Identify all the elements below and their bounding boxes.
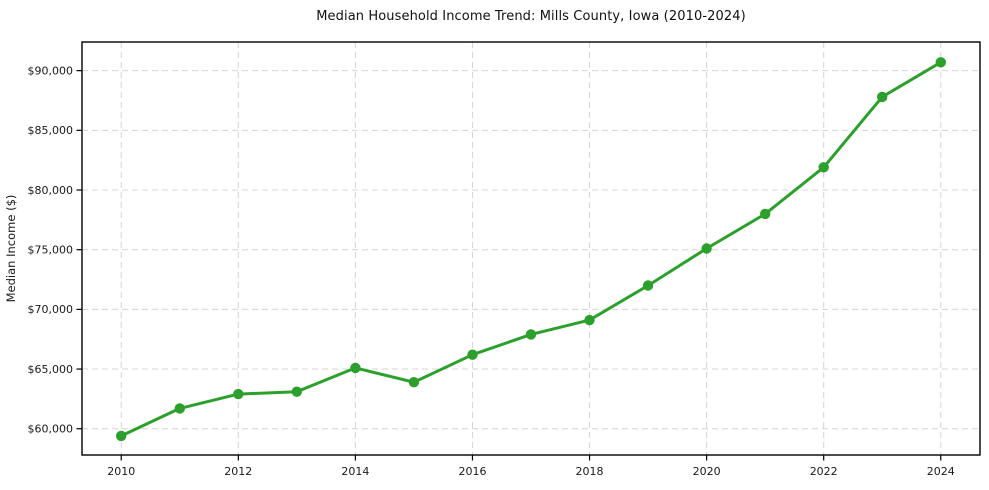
data-point-2012 (233, 388, 244, 400)
y-tick-label: $85,000 (28, 124, 74, 137)
data-point-2024 (935, 57, 946, 68)
x-tick-label: 2012 (224, 465, 252, 478)
data-point-2017 (525, 329, 537, 340)
series-line-median-household-income (119, 60, 943, 438)
data-point-2022 (818, 162, 829, 173)
data-point-2015 (408, 377, 420, 388)
x-tick-label: 2020 (693, 465, 721, 478)
data-point-2010 (116, 430, 127, 442)
y-tick-label: $80,000 (28, 184, 74, 197)
data-point-2018 (584, 314, 595, 326)
data-point-2013 (291, 386, 302, 397)
x-tick-label: 2016 (458, 465, 486, 478)
data-point-2023 (877, 91, 888, 103)
y-tick-label: $65,000 (28, 363, 74, 376)
x-tick-label: 2014 (341, 465, 369, 478)
data-point-2011 (174, 403, 185, 414)
data-point-2020 (701, 243, 712, 254)
data-point-2019 (642, 280, 654, 291)
data-point-2021 (760, 208, 771, 220)
y-tick-label: $60,000 (28, 423, 74, 436)
y-tick-label: $70,000 (28, 303, 74, 316)
x-tick-label: 2010 (107, 465, 135, 478)
axes-spines (81, 41, 981, 456)
x-tick-label: 2022 (810, 465, 838, 478)
y-tick-label: $75,000 (28, 243, 74, 256)
data-point-2016 (467, 349, 478, 360)
y-tick-label: $90,000 (28, 64, 74, 77)
data-point-2014 (350, 362, 361, 374)
x-tick-label: 2018 (576, 465, 604, 478)
y-axis-label: Median Income ($) (4, 195, 18, 303)
chart-title: Median Household Income Trend: Mills Cou… (316, 9, 746, 24)
x-tick-label: 2024 (927, 465, 955, 478)
